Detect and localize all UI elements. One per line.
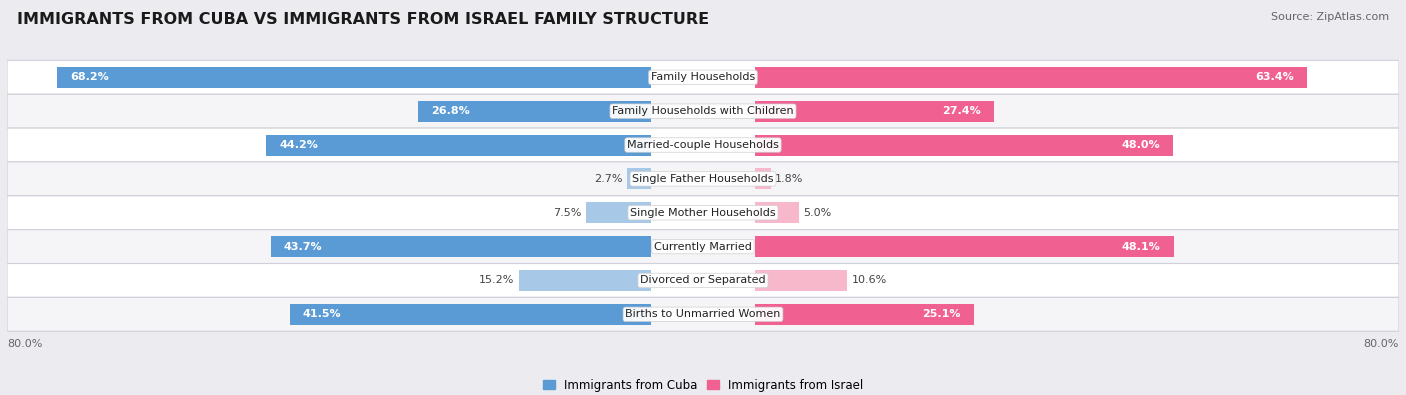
Text: 63.4%: 63.4% (1256, 72, 1294, 82)
Text: Family Households: Family Households (651, 72, 755, 82)
Text: Single Father Households: Single Father Households (633, 174, 773, 184)
Bar (755, 236, 1174, 257)
Text: 41.5%: 41.5% (302, 309, 342, 319)
Bar (266, 135, 651, 156)
Bar (755, 168, 770, 189)
Bar (270, 236, 651, 257)
FancyBboxPatch shape (7, 94, 1399, 128)
Text: 10.6%: 10.6% (852, 275, 887, 286)
Bar (58, 67, 651, 88)
Bar (585, 202, 651, 223)
Text: 48.1%: 48.1% (1122, 242, 1160, 252)
Text: Single Mother Households: Single Mother Households (630, 208, 776, 218)
Text: Family Households with Children: Family Households with Children (612, 106, 794, 116)
Text: 7.5%: 7.5% (553, 208, 581, 218)
Text: 26.8%: 26.8% (430, 106, 470, 116)
Text: Married-couple Households: Married-couple Households (627, 140, 779, 150)
Bar (755, 135, 1173, 156)
FancyBboxPatch shape (7, 229, 1399, 263)
Text: Divorced or Separated: Divorced or Separated (640, 275, 766, 286)
Text: 25.1%: 25.1% (922, 309, 960, 319)
FancyBboxPatch shape (7, 128, 1399, 162)
Text: 1.8%: 1.8% (775, 174, 804, 184)
Bar (627, 168, 651, 189)
Bar (755, 67, 1306, 88)
Text: 27.4%: 27.4% (942, 106, 980, 116)
Text: 15.2%: 15.2% (479, 275, 515, 286)
Text: 2.7%: 2.7% (595, 174, 623, 184)
Bar (755, 304, 973, 325)
Bar (755, 202, 799, 223)
FancyBboxPatch shape (7, 297, 1399, 331)
FancyBboxPatch shape (7, 196, 1399, 229)
Text: 48.0%: 48.0% (1121, 140, 1160, 150)
Legend: Immigrants from Cuba, Immigrants from Israel: Immigrants from Cuba, Immigrants from Is… (538, 374, 868, 395)
FancyBboxPatch shape (7, 263, 1399, 297)
Text: 43.7%: 43.7% (284, 242, 322, 252)
Text: Births to Unmarried Women: Births to Unmarried Women (626, 309, 780, 319)
Bar (418, 101, 651, 122)
Text: 80.0%: 80.0% (7, 339, 42, 349)
Text: IMMIGRANTS FROM CUBA VS IMMIGRANTS FROM ISRAEL FAMILY STRUCTURE: IMMIGRANTS FROM CUBA VS IMMIGRANTS FROM … (17, 12, 709, 27)
FancyBboxPatch shape (7, 60, 1399, 94)
Bar (290, 304, 651, 325)
Bar (755, 270, 848, 291)
Text: 68.2%: 68.2% (70, 72, 110, 82)
Text: 5.0%: 5.0% (803, 208, 831, 218)
Text: Currently Married: Currently Married (654, 242, 752, 252)
Text: 44.2%: 44.2% (280, 140, 318, 150)
Bar (519, 270, 651, 291)
FancyBboxPatch shape (7, 162, 1399, 196)
Text: 80.0%: 80.0% (1364, 339, 1399, 349)
Bar (755, 101, 994, 122)
Text: Source: ZipAtlas.com: Source: ZipAtlas.com (1271, 12, 1389, 22)
